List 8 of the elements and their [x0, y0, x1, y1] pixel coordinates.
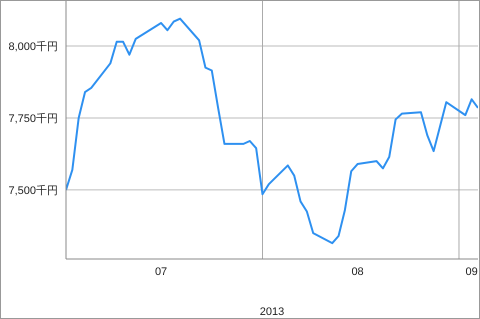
x-tick-label: 09 [466, 266, 478, 278]
x-axis-title: 2013 [260, 306, 284, 318]
x-tick-label: 08 [351, 266, 364, 278]
y-tick-label: 8,000千円 [8, 40, 58, 53]
x-tick-label: 07 [154, 266, 168, 278]
y-tick-label: 7,750千円 [8, 112, 58, 125]
y-tick-label: 7,500千円 [8, 184, 58, 197]
line-series [66, 18, 478, 244]
